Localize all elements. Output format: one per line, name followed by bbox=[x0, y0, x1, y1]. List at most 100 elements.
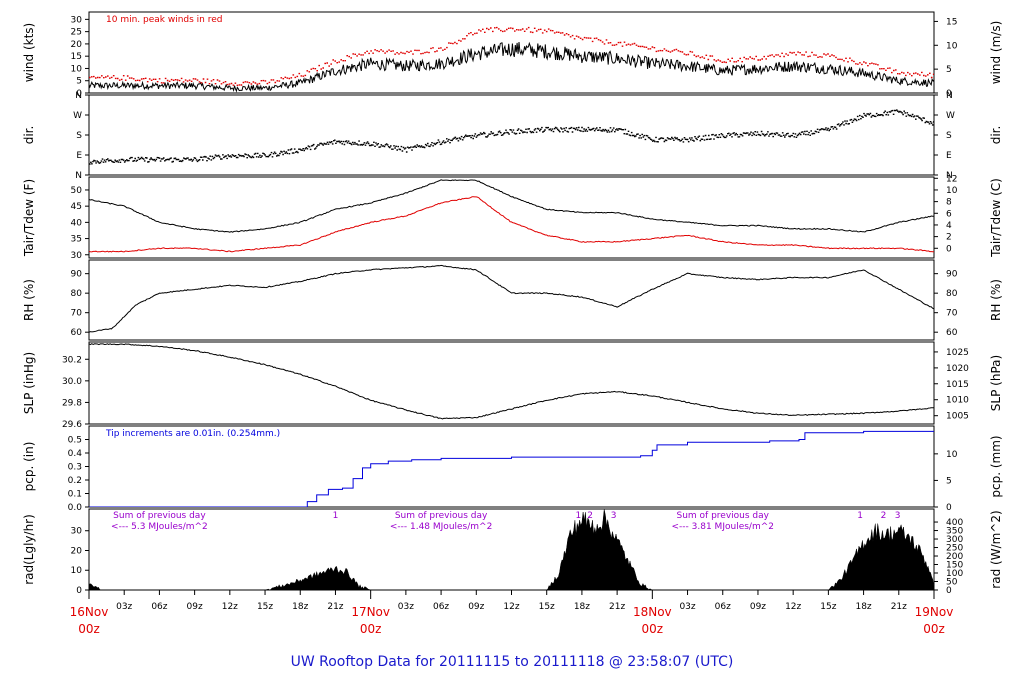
dir-left-tick-label: E bbox=[76, 151, 82, 161]
day-label-date: 19Nov bbox=[915, 605, 954, 619]
rad-right-tick-label: 250 bbox=[946, 544, 963, 554]
temp-right-tick-label: 10 bbox=[946, 186, 958, 196]
hour-tick-label: 21z bbox=[891, 602, 907, 612]
pcp-pcp-line bbox=[89, 430, 934, 507]
hour-tick-label: 15z bbox=[539, 602, 555, 612]
temp-tdew-line bbox=[89, 196, 934, 253]
wind-annotation: 10 min. peak winds in red bbox=[106, 15, 223, 25]
rad-right-tick-label: 150 bbox=[946, 561, 963, 571]
panel-rad: 0102030050100150200250300350400rad(Lgly/… bbox=[22, 508, 1003, 596]
slp-left-tick-label: 29.6 bbox=[62, 420, 82, 430]
temp-left-tick-label: 40 bbox=[71, 218, 83, 228]
rad-right-tick-label: 400 bbox=[946, 518, 963, 528]
temp-right-tick-label: 8 bbox=[946, 198, 952, 208]
rh-left-tick-label: 70 bbox=[71, 309, 83, 319]
hour-tick-label: 18z bbox=[855, 602, 871, 612]
rh-series bbox=[89, 264, 934, 333]
hour-tick-label: 09z bbox=[468, 602, 484, 612]
pcp-ylabel-left: pcp. (in) bbox=[22, 442, 36, 492]
wind-left-tick-label: 0 bbox=[76, 89, 82, 99]
slp-ylabel-left: SLP (inHg) bbox=[22, 352, 36, 414]
pcp-left-tick-label: 0.4 bbox=[68, 449, 83, 459]
hour-tick-label: 03z bbox=[398, 602, 414, 612]
slp-left-tick-label: 29.8 bbox=[62, 398, 82, 408]
hour-tick-label: 06z bbox=[433, 602, 449, 612]
slp-right-tick-label: 1020 bbox=[946, 364, 969, 374]
day-label-date: 18Nov bbox=[633, 605, 672, 619]
wind-frame bbox=[88, 11, 935, 94]
pcp-left-tick-label: 0.5 bbox=[68, 436, 82, 446]
hour-tick-label: 12z bbox=[503, 602, 519, 612]
panel-temp: 30 35 40 45 50 02 4 68 10 12 Tair/Tdew (F) Tair/Tde… bbox=[22, 174, 1003, 260]
temp-right-tick-label: 2 bbox=[946, 233, 952, 243]
temp-ylabel-right: Tair/Tdew (C) bbox=[989, 178, 1003, 258]
rh-right-tick-label: 80 bbox=[946, 289, 958, 299]
dir-frame bbox=[88, 94, 935, 176]
wind-left-tick-label: 15 bbox=[71, 52, 82, 62]
rh-frame bbox=[88, 259, 935, 341]
pcp-ylabel-right: pcp. (mm) bbox=[989, 435, 1003, 497]
hour-tick-label: 09z bbox=[187, 602, 203, 612]
temp-ylabel-left: Tair/Tdew (F) bbox=[22, 179, 36, 257]
hour-tick-label: 18z bbox=[292, 602, 308, 612]
slp-right-tick-label: 1025 bbox=[946, 348, 969, 358]
wind-left-tick-label: 30 bbox=[71, 15, 83, 25]
rad-note-sum: <--- 1.48 MJoules/m^2 bbox=[390, 522, 492, 532]
temp-left-tick-label: 50 bbox=[71, 186, 83, 196]
rh-right-tick-label: 70 bbox=[946, 309, 958, 319]
hour-tick-label: 06z bbox=[715, 602, 731, 612]
dir-dir-dots bbox=[89, 109, 934, 165]
rh-ylabel-right: RH (%) bbox=[989, 279, 1003, 321]
wind-left-tick-label: 20 bbox=[71, 40, 83, 50]
slp-right-tick-label: 1010 bbox=[946, 396, 969, 406]
day-label-time: 00z bbox=[360, 622, 382, 636]
rad-day-marker: 2 bbox=[881, 511, 887, 521]
rh-ylabel-left: RH (%) bbox=[22, 279, 36, 321]
rad-day-marker: 3 bbox=[611, 511, 617, 521]
pcp-left-tick-label: 0.2 bbox=[68, 476, 82, 486]
pcp-annotation: Tip increments are 0.01in. (0.254mm.) bbox=[105, 429, 280, 439]
dir-ylabel-left: dir. bbox=[22, 126, 36, 145]
slp-right-tick-label: 1015 bbox=[946, 380, 969, 390]
hour-tick-label: 03z bbox=[679, 602, 695, 612]
rh-right-tick-label: 90 bbox=[946, 270, 958, 280]
panel-pcp: 0.0 0.1 0.2 0.3 0.4 0.5 0 5 10 pcp. (in) pcp. (mm)… bbox=[22, 425, 1003, 513]
chart-title: UW Rooftop Data for 20111115 to 20111118… bbox=[291, 654, 734, 670]
temp-right-tick-label: 0 bbox=[946, 244, 952, 254]
hour-tick-label: 12z bbox=[785, 602, 801, 612]
slp-left-tick-label: 30.2 bbox=[62, 355, 82, 365]
hour-tick-label: 09z bbox=[750, 602, 766, 612]
hour-tick-label: 15z bbox=[820, 602, 836, 612]
day-label-date: 17Nov bbox=[351, 605, 390, 619]
wind-left-tick-label: 10 bbox=[71, 64, 83, 74]
wind-right-tick-label: 0 bbox=[946, 89, 952, 99]
rad-right-tick-label: 350 bbox=[946, 527, 963, 537]
dir-right-tick-label: E bbox=[946, 151, 952, 161]
rad-note-title: Sum of previous day bbox=[113, 511, 206, 521]
panel-rh: 60 70 80 90 60 70 80 90 RH (%) RH (%) bbox=[22, 259, 1003, 341]
rh-left-tick-label: 60 bbox=[71, 328, 83, 338]
temp-right-tick-label: 4 bbox=[946, 221, 952, 231]
wind-gust-dots bbox=[89, 26, 934, 86]
rad-day-marker: 1 bbox=[857, 511, 863, 521]
rad-note-title: Sum of previous day bbox=[677, 511, 770, 521]
rad-day-marker: 2 bbox=[587, 511, 593, 521]
dir-ylabel-right: dir. bbox=[989, 126, 1003, 145]
rad-left-tick-label: 10 bbox=[71, 566, 83, 576]
rad-ylabel-left: rad(Lgly/hr) bbox=[22, 514, 36, 585]
rad-right-tick-label: 50 bbox=[946, 578, 958, 588]
day-label-time: 00z bbox=[923, 622, 945, 636]
dir-left-tick-label: S bbox=[76, 131, 82, 141]
temp-left-tick-label: 45 bbox=[71, 202, 82, 212]
rad-day-marker: 1 bbox=[333, 511, 339, 521]
dir-right-tick-label: W bbox=[946, 111, 955, 121]
dir-left-tick-label: W bbox=[73, 111, 82, 121]
dir-right-tick-label: N bbox=[946, 91, 953, 101]
rh-right-tick-label: 60 bbox=[946, 328, 958, 338]
panel-slp: 29.6 29.8 30.0 30.2 1005 1010 1015 1020 1025 SLP … bbox=[22, 341, 1003, 430]
pcp-left-tick-label: 0.3 bbox=[68, 463, 82, 473]
wind-right-tick-label: 10 bbox=[946, 41, 958, 51]
hour-tick-label: 18z bbox=[574, 602, 590, 612]
slp-left-tick-label: 30.0 bbox=[62, 377, 82, 387]
